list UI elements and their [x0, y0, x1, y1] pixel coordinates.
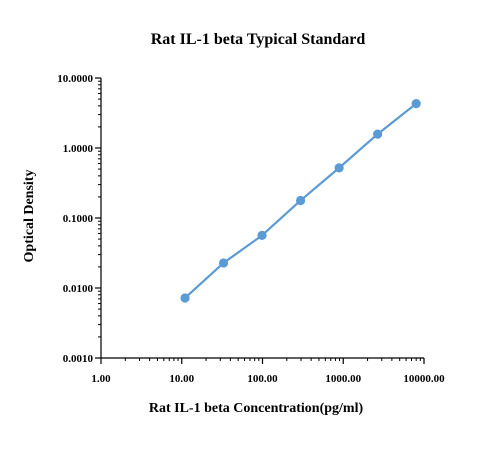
x-tick-label: 1000.00 — [325, 373, 361, 385]
data-points — [180, 99, 421, 303]
y-tick-label: 0.1000 — [63, 213, 94, 225]
data-point — [334, 163, 344, 173]
series-line-segment — [222, 234, 264, 265]
x-tick-label: 100.00 — [247, 373, 278, 385]
data-point — [411, 99, 421, 109]
data-point — [373, 129, 383, 139]
y-tick-label: 0.0100 — [63, 283, 94, 295]
chart-title: Rat IL-1 beta Typical Standard — [151, 31, 366, 48]
series-line-segment — [376, 102, 418, 136]
data-point — [295, 195, 306, 206]
series-line-segment — [260, 199, 302, 237]
series-line-segment — [338, 132, 379, 169]
y-tick-label: 0.0010 — [63, 353, 94, 365]
x-tick-label: 10000.00 — [403, 373, 445, 385]
data-point — [180, 293, 190, 303]
y-tick-label: 1.0000 — [63, 143, 94, 155]
x-tick-label: 10.00 — [169, 373, 194, 385]
x-tick-label: 1.00 — [91, 373, 111, 385]
data-point — [218, 258, 229, 268]
data-point — [257, 230, 267, 240]
y-axis-title: Optical Density — [22, 170, 37, 263]
series-line-segment — [299, 166, 341, 202]
x-axis-title: Rat IL-1 beta Concentration(pg/ml) — [149, 401, 364, 416]
series-line-segment — [183, 261, 225, 300]
series-lines — [183, 102, 418, 300]
axes: 1.00 10.00 100.00 1000.00 10000.00 0.0010 0.01… — [57, 73, 445, 385]
y-tick-label: 10.0000 — [57, 73, 93, 85]
